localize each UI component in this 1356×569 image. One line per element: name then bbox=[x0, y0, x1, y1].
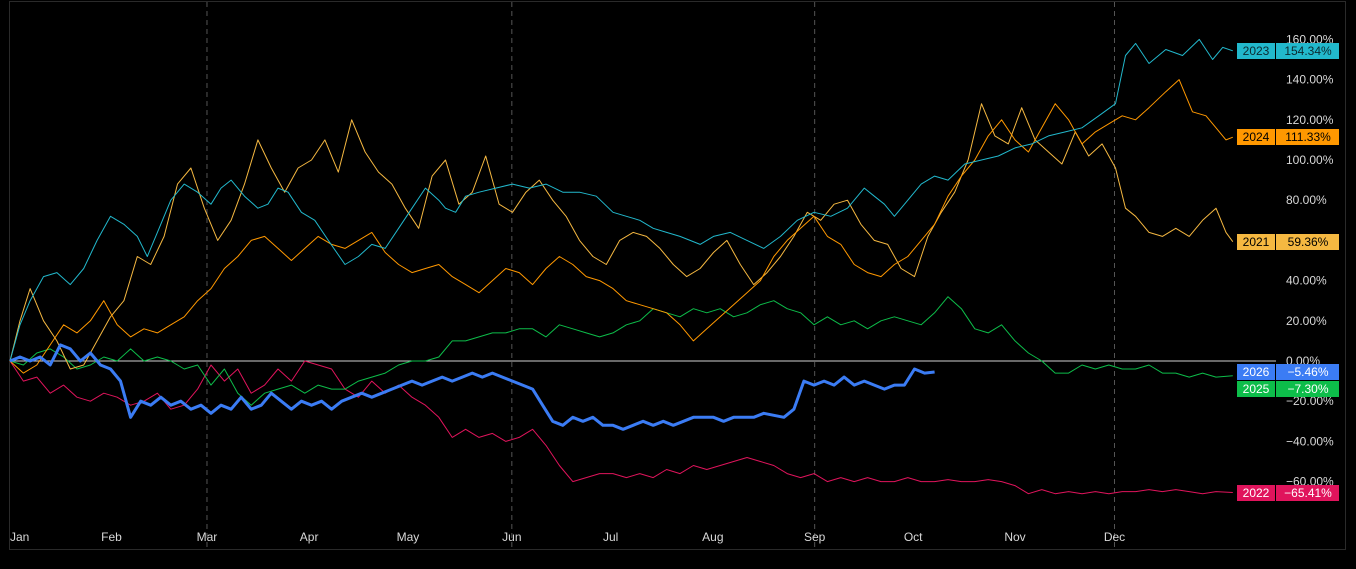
series-line-2023 bbox=[9, 38, 1233, 362]
y-tick-label: 160.00% bbox=[1286, 32, 1334, 46]
y-tick-label: −40.00% bbox=[1286, 434, 1334, 448]
badge-value-label: 59.36% bbox=[1288, 235, 1329, 249]
x-axis: Jan Feb Mar Apr May Jun Jul Aug Sep Oct Nov Dec bbox=[10, 530, 1125, 544]
x-tick-label: Apr bbox=[300, 530, 319, 544]
badge-value-bg bbox=[1276, 43, 1339, 59]
series-badge-2023: 2023 154.34% bbox=[1237, 43, 1339, 59]
y-tick-label: 140.00% bbox=[1286, 73, 1334, 87]
x-tick-label: Jun bbox=[502, 530, 521, 544]
badge-year-bg bbox=[1237, 364, 1275, 380]
badge-value-label: −7.30% bbox=[1287, 382, 1328, 396]
series-line-2024 bbox=[9, 79, 1233, 374]
badge-year-label: 2025 bbox=[1243, 382, 1270, 396]
y-tick-label: 80.00% bbox=[1286, 193, 1327, 207]
series-badge-2025: 2025 −7.30% bbox=[1237, 381, 1339, 397]
badge-year-label: 2023 bbox=[1243, 44, 1270, 58]
badge-value-label: −65.41% bbox=[1284, 486, 1332, 500]
badge-year-bg bbox=[1237, 381, 1275, 397]
x-tick-label: Feb bbox=[101, 530, 122, 544]
x-tick-label: May bbox=[397, 530, 420, 544]
badge-year-bg bbox=[1237, 43, 1275, 59]
badge-value-label: −5.46% bbox=[1287, 365, 1328, 379]
badge-year-bg bbox=[1237, 129, 1275, 145]
series-badge-2024: 2024 111.33% bbox=[1237, 129, 1339, 145]
badge-value-label: 154.34% bbox=[1284, 44, 1332, 58]
y-axis: 160.00%140.00%120.00%100.00%80.00%60.00%… bbox=[1286, 32, 1334, 488]
x-tick-label: Nov bbox=[1004, 530, 1025, 544]
x-tick-label: Jul bbox=[603, 530, 618, 544]
y-tick-label: 40.00% bbox=[1286, 274, 1327, 288]
badge-value-bg bbox=[1276, 364, 1339, 380]
series-badges: 2023 154.34% 2024 111.33% 2021 59.36% 2025 −7.3… bbox=[1237, 43, 1339, 501]
chart-frame bbox=[9, 1, 1346, 550]
badge-year-bg bbox=[1237, 485, 1275, 501]
series-badge-2026: 2026 −5.46% bbox=[1237, 364, 1339, 380]
x-tick-label: Jan bbox=[10, 530, 29, 544]
grid-lines bbox=[206, 2, 1115, 548]
badge-value-bg bbox=[1276, 129, 1339, 145]
series-line-2021 bbox=[9, 103, 1234, 370]
series-line-2022 bbox=[9, 360, 1233, 495]
badge-year-bg bbox=[1237, 234, 1275, 250]
badge-value-bg bbox=[1276, 234, 1339, 250]
x-tick-label: Oct bbox=[904, 530, 923, 544]
x-tick-label: Sep bbox=[804, 530, 826, 544]
series-badge-2021: 2021 59.36% bbox=[1237, 234, 1339, 250]
series-line-2025 bbox=[9, 296, 1233, 406]
y-tick-label: 120.00% bbox=[1286, 113, 1334, 127]
series-badge-2022: 2022 −65.41% bbox=[1237, 485, 1339, 501]
series-lines bbox=[9, 38, 1234, 495]
y-tick-label: 20.00% bbox=[1286, 314, 1327, 328]
badge-year-label: 2026 bbox=[1243, 365, 1270, 379]
badge-year-label: 2024 bbox=[1243, 130, 1270, 144]
badge-value-label: 111.33% bbox=[1285, 130, 1331, 144]
badge-value-bg bbox=[1276, 381, 1339, 397]
badge-value-bg bbox=[1276, 485, 1339, 501]
x-tick-label: Aug bbox=[702, 530, 723, 544]
y-tick-label: 100.00% bbox=[1286, 153, 1334, 167]
x-tick-label: Mar bbox=[197, 530, 218, 544]
y-tick-label: −20.00% bbox=[1286, 394, 1334, 408]
x-tick-label: Dec bbox=[1104, 530, 1125, 544]
series-line-2026 bbox=[9, 343, 935, 431]
badge-year-label: 2021 bbox=[1243, 235, 1270, 249]
badge-year-label: 2022 bbox=[1243, 486, 1270, 500]
